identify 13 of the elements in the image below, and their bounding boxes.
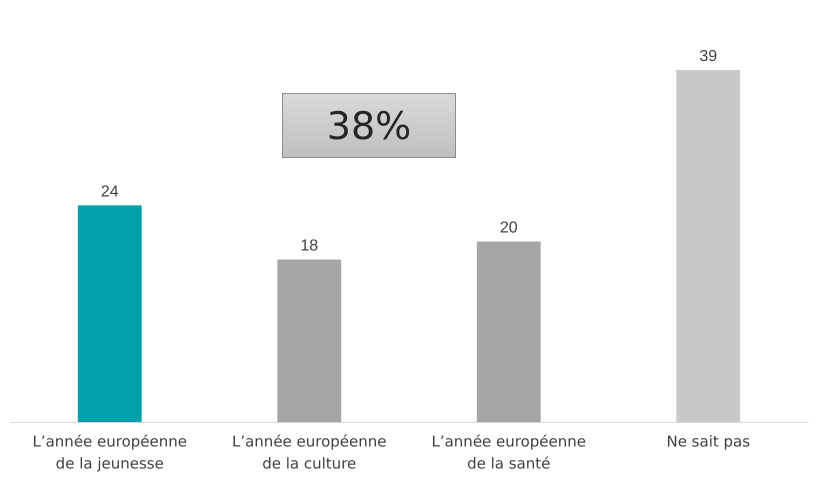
x-tick-label: L’année européenne de la jeunesse [32,432,188,472]
x-tick-label: Ne sait pas [666,432,750,450]
x-tick-label: L’année européenne de la culture [232,432,387,472]
bar [676,70,740,422]
bar [78,205,142,422]
bar [476,241,541,422]
data-label: 18 [300,238,318,255]
bar [277,260,342,422]
annotation: 38% [282,93,456,158]
data-label: 20 [500,219,518,236]
x-tick-label: L’année européenne de la santé [431,432,586,472]
data-label: 39 [699,48,718,65]
data-label: 24 [100,183,119,200]
